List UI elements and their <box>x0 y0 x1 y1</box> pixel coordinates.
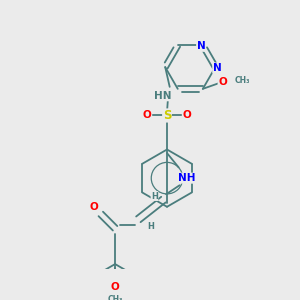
Text: O: O <box>89 202 98 212</box>
Text: CH₃: CH₃ <box>235 76 250 85</box>
Text: S: S <box>163 109 171 122</box>
Text: O: O <box>218 77 227 87</box>
Text: N: N <box>196 41 206 51</box>
Text: HN: HN <box>154 91 171 101</box>
Text: H: H <box>148 222 154 231</box>
Text: N: N <box>213 63 221 73</box>
Text: NH: NH <box>178 173 196 183</box>
Text: CH₃: CH₃ <box>107 296 123 300</box>
Text: O: O <box>182 110 191 121</box>
Text: H: H <box>151 191 158 200</box>
Text: O: O <box>143 110 152 121</box>
Text: O: O <box>111 282 119 292</box>
